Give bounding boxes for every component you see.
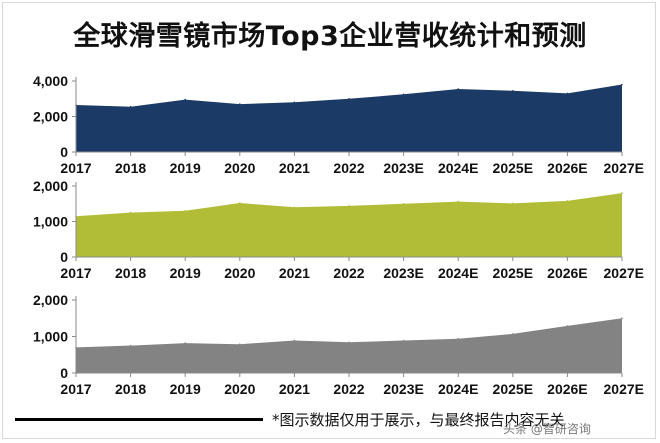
x-tick-label-1: 2021 <box>279 160 310 176</box>
y-tick-label-2: 2,000 <box>33 178 68 194</box>
x-tick-label-1: 2024E <box>438 160 478 176</box>
data-point-2-2022 <box>348 205 350 207</box>
x-tick-label-3: 2020 <box>224 381 255 397</box>
x-tick-label-1: 2027E <box>604 160 644 176</box>
x-tick-label-2: 2022 <box>333 265 364 281</box>
y-tick-label-3: 0 <box>60 365 68 381</box>
x-tick-label-3: 2026E <box>547 381 587 397</box>
data-point-1-2019 <box>184 98 186 101</box>
x-tick-label-3: 2023E <box>383 381 423 397</box>
data-point-1-2022 <box>348 98 350 100</box>
x-tick-label-2: 2021 <box>279 265 310 281</box>
data-point-2-2026E <box>566 200 569 202</box>
x-tick-label-3: 2024E <box>438 381 478 397</box>
area-series-2 <box>76 193 622 257</box>
data-point-2-2024E <box>457 200 460 203</box>
data-point-3-2023E <box>402 339 405 342</box>
y-tick-label-3: 2,000 <box>33 292 68 308</box>
data-point-1-2024E <box>457 88 460 90</box>
data-point-2-2025E <box>512 202 514 205</box>
area-panel-1: 0 2,000 4,000 2017 2018 2019 2020 2021 2022 2023E… <box>33 73 644 176</box>
data-point-3-2022 <box>348 341 350 344</box>
x-tick-label-3: 2017 <box>60 381 91 397</box>
data-point-1-2026E <box>566 92 569 95</box>
x-tick-label-2: 2025E <box>493 265 533 281</box>
x-tick-label-3: 2018 <box>115 381 146 397</box>
y-tick-label-1: 0 <box>60 144 68 160</box>
data-point-2-2020 <box>239 202 241 204</box>
data-point-1-2025E <box>512 90 514 92</box>
data-point-3-2021 <box>293 339 296 342</box>
y-tick-label-2: 1,000 <box>33 214 68 230</box>
footnote: *图示数据仅用于展示，与最终报告内容无关 <box>272 411 565 429</box>
x-tick-label-3: 2021 <box>279 381 310 397</box>
x-tick-label-3: 2027E <box>604 381 644 397</box>
data-point-2-2019 <box>184 210 186 212</box>
data-point-3-2018 <box>129 344 132 347</box>
x-tick-label-1: 2026E <box>547 160 587 176</box>
data-point-3-2025E <box>512 333 514 335</box>
brand-watermark: 头条 @智研咨询 <box>503 422 591 436</box>
x-tick-label-1: 2020 <box>224 160 255 176</box>
area-series-1 <box>76 84 622 152</box>
footer-rule <box>15 418 263 421</box>
x-tick-label-2: 2017 <box>60 265 91 281</box>
x-tick-label-3: 2025E <box>493 381 533 397</box>
data-point-2-2027E <box>621 192 623 194</box>
data-point-3-2019 <box>184 342 186 344</box>
area-series-3 <box>76 318 622 373</box>
data-point-1-2018 <box>129 105 132 108</box>
x-tick-label-1: 2023E <box>383 160 423 176</box>
x-tick-label-3: 2022 <box>333 381 364 397</box>
data-point-1-2023E <box>402 93 405 96</box>
x-tick-label-2: 2023E <box>383 265 423 281</box>
x-tick-label-2: 2027E <box>604 265 644 281</box>
data-point-1-2021 <box>293 101 296 104</box>
x-tick-label-1: 2022 <box>333 160 364 176</box>
data-point-3-2020 <box>239 343 241 346</box>
data-point-3-2024E <box>457 337 460 340</box>
data-point-3-2027E <box>621 317 623 320</box>
data-point-1-2027E <box>621 83 623 86</box>
x-tick-label-2: 2026E <box>547 265 587 281</box>
x-tick-label-1: 2017 <box>60 160 91 176</box>
x-tick-label-1: 2018 <box>115 160 146 176</box>
y-tick-label-2: 0 <box>60 249 68 265</box>
x-tick-label-2: 2018 <box>115 265 146 281</box>
data-point-1-2020 <box>239 103 241 105</box>
area-panel-3: 0 1,000 2,000 2017 2018 2019 2020 2021 2022 2023E… <box>33 292 644 397</box>
data-point-2-2023E <box>402 203 405 205</box>
chart-title: 全球滑雪镜市场Top3企业营收统计和预测 <box>73 21 587 52</box>
x-tick-label-1: 2025E <box>493 160 533 176</box>
area-panel-2: 0 1,000 2,000 2017 2018 2019 2020 2021 2022 2023E… <box>33 178 644 281</box>
data-point-2-2018 <box>129 211 132 214</box>
x-tick-label-2: 2019 <box>170 265 201 281</box>
x-tick-label-2: 2020 <box>224 265 255 281</box>
y-tick-label-1: 2,000 <box>33 109 68 125</box>
x-tick-label-3: 2019 <box>170 381 201 397</box>
x-tick-label-2: 2024E <box>438 265 478 281</box>
y-tick-label-3: 1,000 <box>33 329 68 345</box>
data-point-2-2021 <box>293 206 296 209</box>
x-tick-label-1: 2019 <box>170 160 201 176</box>
data-point-3-2026E <box>566 325 569 327</box>
y-tick-label-1: 4,000 <box>33 73 68 89</box>
